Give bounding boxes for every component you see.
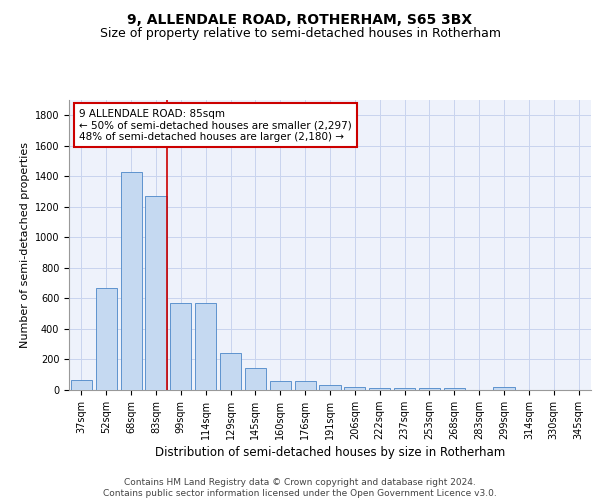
Bar [419,388,440,390]
Bar [121,172,142,390]
Bar [344,387,365,390]
Bar [369,388,390,390]
Bar [245,368,266,390]
Text: 9, ALLENDALE ROAD, ROTHERHAM, S65 3BX: 9, ALLENDALE ROAD, ROTHERHAM, S65 3BX [127,12,473,26]
Bar [195,303,216,390]
Y-axis label: Number of semi-detached properties: Number of semi-detached properties [20,142,31,348]
Text: Contains HM Land Registry data © Crown copyright and database right 2024.
Contai: Contains HM Land Registry data © Crown c… [103,478,497,498]
Bar [444,388,465,390]
Bar [220,352,241,390]
Bar [394,388,415,390]
Text: 9 ALLENDALE ROAD: 85sqm
← 50% of semi-detached houses are smaller (2,297)
48% of: 9 ALLENDALE ROAD: 85sqm ← 50% of semi-de… [79,108,352,142]
Bar [295,381,316,390]
Text: Size of property relative to semi-detached houses in Rotherham: Size of property relative to semi-detach… [100,28,500,40]
Bar [319,386,341,390]
Text: Distribution of semi-detached houses by size in Rotherham: Distribution of semi-detached houses by … [155,446,505,459]
Bar [145,196,167,390]
Bar [170,303,191,390]
Bar [270,381,291,390]
Bar [71,380,92,390]
Bar [96,288,117,390]
Bar [493,387,515,390]
